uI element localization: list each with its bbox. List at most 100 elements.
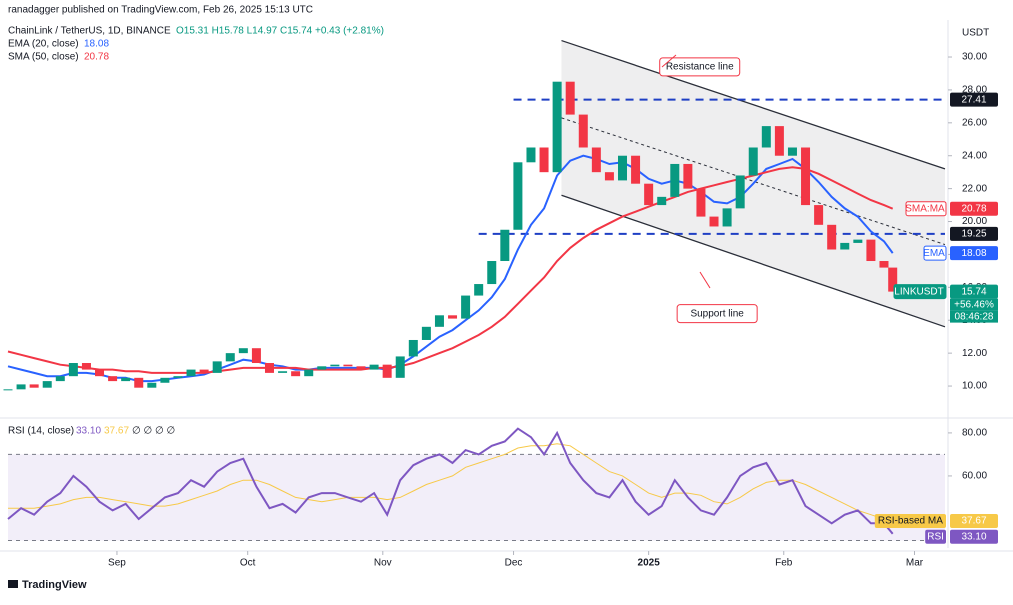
y-tick-label: 22.00 <box>962 183 987 194</box>
level-tag-label: 27.41 <box>961 94 986 105</box>
candle <box>68 363 78 377</box>
candle <box>578 114 588 148</box>
price-tag-name: RSI <box>927 531 944 542</box>
candle <box>853 239 863 243</box>
logo-text: TradingView <box>22 579 87 591</box>
candle <box>81 363 91 370</box>
price-tag-label: 33.10 <box>961 531 986 542</box>
legend-ema: EMA (20, close) <box>8 39 79 50</box>
candle <box>55 376 65 382</box>
indicator-line <box>7 154 894 383</box>
candle <box>3 389 13 391</box>
candle <box>382 364 392 378</box>
candle <box>683 163 693 189</box>
ohlc: O15.31 H15.78 L14.97 C15.74 +0.43 (+2.81… <box>176 26 384 37</box>
author: ranadagger published on TradingView.com,… <box>8 5 313 16</box>
price-tag-name-box <box>905 201 947 217</box>
price-tag <box>950 529 998 544</box>
legend-sma-value: 20.78 <box>84 52 109 63</box>
axis-title: USDT <box>962 28 989 39</box>
candle <box>29 384 39 388</box>
candle <box>42 381 52 388</box>
price-tag-name: LINKUSDT <box>894 286 943 297</box>
x-tick-label: Dec <box>505 558 523 569</box>
candle <box>317 366 327 370</box>
rsi-band <box>8 454 945 541</box>
candle <box>866 239 876 262</box>
logo-mark <box>8 580 18 588</box>
price-tag-label: 37.67 <box>961 516 986 527</box>
candle <box>879 261 889 268</box>
candle <box>801 147 811 206</box>
x-tick-label: Feb <box>775 558 793 569</box>
level-tag <box>950 226 998 241</box>
price-tag-extra-box <box>950 310 998 323</box>
y-tick-label: 26.00 <box>962 117 987 128</box>
candle <box>395 356 405 378</box>
candle <box>108 376 118 382</box>
candle <box>539 147 549 173</box>
candle <box>134 377 144 388</box>
candle <box>369 364 379 370</box>
y-tick-label: 12.00 <box>962 348 987 359</box>
symbol: ChainLink / TetherUS, 1D, BINANCE <box>8 26 171 37</box>
price-tag-name-box <box>893 284 947 300</box>
price-tag-name: RSI-based MA <box>878 516 943 527</box>
y-tick-label: 10.00 <box>962 381 987 392</box>
candle <box>251 348 261 364</box>
candle <box>513 162 523 230</box>
candle <box>670 163 680 197</box>
candle <box>787 147 797 156</box>
price-tag-name-box <box>925 529 946 544</box>
x-tick-label: 2025 <box>638 558 661 569</box>
price-tag-name: SMA:MA <box>905 203 945 214</box>
annotation-box <box>659 57 741 77</box>
price-tag <box>950 246 998 261</box>
candle <box>657 196 667 206</box>
candle <box>617 155 627 181</box>
candle <box>748 147 758 176</box>
price-tag-extra-box <box>950 298 998 311</box>
annotation-text: Resistance line <box>666 62 734 73</box>
price-tag-label: 20.78 <box>961 203 986 214</box>
price-tag-extra: 08:46:28 <box>955 311 994 322</box>
candle <box>160 377 170 383</box>
candle <box>291 371 301 377</box>
price-tag-name-box <box>874 513 946 528</box>
candle <box>526 147 536 163</box>
x-tick-label: Oct <box>240 558 256 569</box>
candle <box>343 364 353 367</box>
candle <box>278 371 288 373</box>
candle <box>95 369 105 377</box>
candle <box>552 81 562 173</box>
candle <box>421 326 431 340</box>
candle <box>774 126 784 156</box>
candle <box>461 295 471 319</box>
candle <box>631 155 641 184</box>
price-tag-extra: +56.46% <box>954 299 994 310</box>
candle <box>225 353 235 362</box>
indicator-line <box>8 443 893 525</box>
rsi-value: 33.10 <box>76 426 101 437</box>
x-tick-label: Nov <box>374 558 392 569</box>
candle <box>408 339 418 357</box>
y-tick-label: 24.00 <box>962 150 987 161</box>
price-tag <box>950 201 998 216</box>
legend-ema-value: 18.08 <box>84 39 109 50</box>
candle <box>199 369 209 373</box>
candle <box>474 284 484 296</box>
candle <box>487 261 497 285</box>
candle <box>434 315 444 327</box>
candle <box>121 377 131 382</box>
candle <box>356 366 366 370</box>
candle <box>840 242 850 250</box>
rsi-title: RSI (14, close) <box>8 426 74 437</box>
indicator-line <box>7 166 894 374</box>
candle <box>888 267 898 292</box>
candle <box>761 126 771 148</box>
candle <box>264 363 274 373</box>
candle <box>500 229 510 262</box>
channel-middle <box>561 117 946 246</box>
